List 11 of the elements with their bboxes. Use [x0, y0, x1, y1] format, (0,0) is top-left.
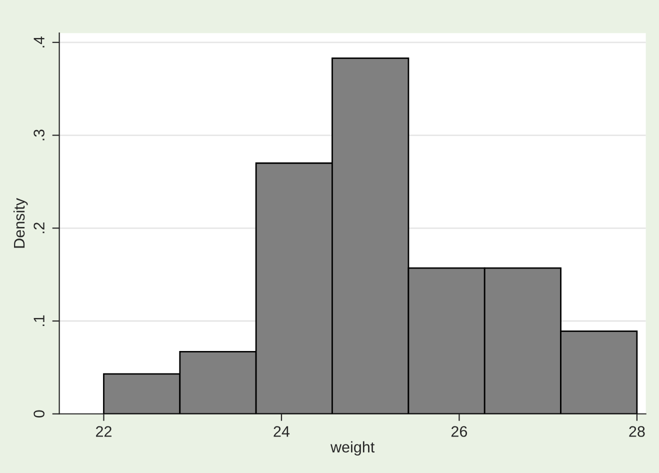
x-axis-title: weight: [330, 441, 375, 456]
y-tick-label: .4: [34, 36, 44, 48]
y-tick-label: .2: [34, 222, 44, 234]
x-tick-label: 26: [451, 426, 468, 437]
x-tick-label: 24: [274, 426, 290, 437]
y-tick-label: .3: [34, 130, 44, 140]
x-tick-label: 22: [96, 426, 112, 437]
y-axis-title: Density: [13, 198, 28, 248]
y-tick-label: 0: [34, 410, 44, 418]
y-tick-label: .1: [34, 315, 44, 326]
x-tick-label: 28: [629, 426, 645, 437]
